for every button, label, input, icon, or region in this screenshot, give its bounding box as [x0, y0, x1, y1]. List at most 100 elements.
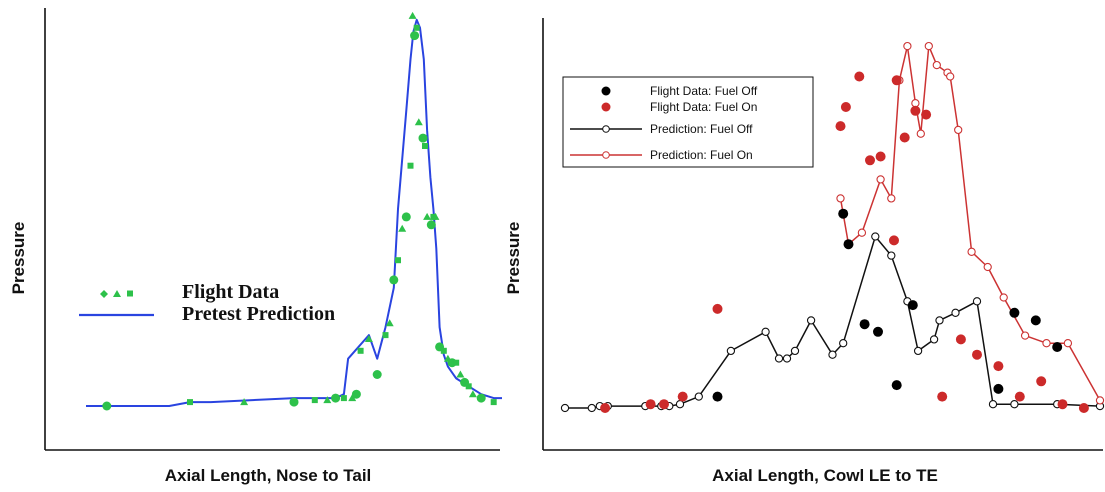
- flight-data-fuel-on-point: [891, 75, 902, 86]
- flight-data-point: [490, 399, 497, 406]
- flight-data-fuel-on-point: [899, 132, 910, 143]
- right-chart: Axial Length, Cowl LE to TE Pressure Fli…: [504, 18, 1105, 485]
- prediction-fuel-on-point: [887, 194, 896, 203]
- flight-data-point: [311, 397, 318, 404]
- flight-data-point: [395, 257, 401, 264]
- left-marker-layer: [102, 11, 497, 411]
- prediction-fuel-on-point: [911, 99, 920, 108]
- flight-data-point: [398, 224, 407, 232]
- flight-data-fuel-on-point: [840, 102, 851, 112]
- flight-data-fuel-on-point: [1014, 391, 1025, 402]
- prediction-fuel-on-point: [983, 262, 992, 272]
- flight-data-fuel-on-point: [1078, 403, 1089, 413]
- left-y-axis-label: Pressure: [9, 222, 28, 295]
- prediction-fuel-on-point: [1095, 396, 1105, 405]
- flight-data-fuel-off-point: [712, 391, 723, 402]
- right-legend-marker-fuel-off-data: [601, 86, 611, 96]
- right-x-axis-label: Axial Length, Cowl LE to TE: [712, 466, 938, 485]
- left-axes: [44, 8, 500, 451]
- flight-data-fuel-on-point: [921, 109, 932, 120]
- legend-square-marker: [127, 290, 133, 297]
- flight-data-fuel-on-point: [677, 391, 688, 402]
- flight-data-point: [289, 397, 299, 407]
- left-line-layer: [86, 18, 502, 407]
- flight-data-fuel-on-point: [1057, 399, 1068, 410]
- flight-data-fuel-off-point: [1052, 342, 1063, 352]
- flight-data-point: [357, 347, 364, 354]
- flight-data-fuel-on-point: [889, 235, 899, 246]
- left-legend: Flight Data Pretest Prediction: [79, 281, 335, 325]
- flight-data-fuel-on-point: [875, 151, 886, 162]
- prediction-fuel-off-point: [972, 297, 982, 306]
- legend-triangle-marker: [113, 290, 121, 297]
- flight-data-point: [348, 394, 357, 402]
- flight-data-point: [240, 398, 249, 406]
- flight-data-point: [408, 11, 417, 19]
- right-legend-label-fuel-off-data: Flight Data: Fuel Off: [650, 84, 758, 98]
- flight-data-fuel-off-point: [859, 319, 870, 330]
- prediction-fuel-off-line: [565, 235, 1101, 409]
- flight-data-point: [476, 393, 486, 403]
- flight-data-fuel-on-point: [659, 399, 669, 410]
- flight-data-point: [440, 347, 447, 354]
- flight-data-point: [340, 395, 347, 402]
- prediction-fuel-off-point: [988, 400, 998, 409]
- flight-data-fuel-off-point: [838, 208, 849, 219]
- flight-data-fuel-on-point: [600, 403, 611, 413]
- right-legend-marker-fuel-on-data: [601, 102, 611, 112]
- prediction-fuel-on-point: [954, 125, 963, 135]
- flight-data-point: [372, 370, 382, 379]
- flight-data-point: [422, 143, 428, 149]
- flight-data-point: [423, 212, 432, 220]
- prediction-fuel-on-point: [967, 247, 976, 256]
- flight-data-fuel-on-point: [972, 349, 982, 360]
- flight-data-point: [407, 162, 414, 169]
- flight-data-fuel-on-point: [645, 399, 656, 410]
- left-x-axis-label: Axial Length, Nose to Tail: [165, 466, 372, 485]
- flight-data-point: [331, 393, 341, 403]
- prediction-fuel-off-point: [913, 346, 923, 356]
- prediction-fuel-on-point: [999, 293, 1008, 302]
- prediction-fuel-on-point: [1063, 339, 1073, 348]
- flight-data-fuel-off-point: [843, 239, 854, 250]
- prediction-fuel-off-point: [761, 327, 770, 336]
- flight-data-fuel-off-point: [1030, 315, 1041, 326]
- left-legend-label-pretest-prediction: Pretest Prediction: [182, 303, 335, 325]
- flight-data-fuel-off-point: [993, 383, 1004, 394]
- prediction-fuel-off-point: [839, 339, 848, 348]
- flight-data-fuel-off-point: [891, 380, 902, 391]
- flight-data-point: [385, 319, 394, 327]
- prediction-fuel-off-point: [806, 316, 816, 325]
- flight-data-fuel-off-point: [907, 300, 918, 311]
- flight-data-fuel-off-point: [873, 326, 883, 337]
- flight-data-fuel-on-point: [993, 361, 1004, 372]
- prediction-fuel-off-point: [935, 316, 944, 325]
- right-legend: Flight Data: Fuel Off Flight Data: Fuel …: [562, 76, 814, 168]
- prediction-fuel-off-point: [887, 251, 896, 260]
- flight-data-point: [456, 370, 465, 378]
- prediction-fuel-on-point: [924, 41, 933, 51]
- flight-data-point: [413, 24, 420, 31]
- prediction-fuel-off-point: [951, 308, 960, 317]
- flight-data-fuel-off-point: [1009, 307, 1020, 318]
- right-axes: [542, 18, 1103, 451]
- flight-data-fuel-on-point: [910, 105, 921, 116]
- flight-data-point: [389, 275, 399, 285]
- left-legend-label-flight-data: Flight Data: [182, 281, 279, 303]
- prediction-fuel-off-point: [694, 392, 703, 401]
- flight-data-point: [414, 118, 423, 126]
- flight-data-point: [187, 399, 193, 406]
- flight-data-fuel-on-point: [937, 391, 948, 402]
- prediction-fuel-off-point: [929, 335, 939, 344]
- flight-data-fuel-on-point: [712, 303, 723, 314]
- right-marker-layer: [600, 71, 1089, 413]
- prediction-fuel-off-point: [726, 346, 736, 356]
- prediction-fuel-on-point: [932, 60, 941, 70]
- prediction-fuel-off-point: [675, 400, 685, 409]
- flight-data-point: [351, 389, 361, 399]
- flight-data-point: [401, 212, 411, 222]
- flight-data-point: [323, 396, 332, 404]
- prediction-fuel-on-point: [1020, 331, 1030, 340]
- flight-data-fuel-on-point: [854, 71, 865, 82]
- right-legend-label-fuel-on-pred: Prediction: Fuel On: [650, 148, 753, 162]
